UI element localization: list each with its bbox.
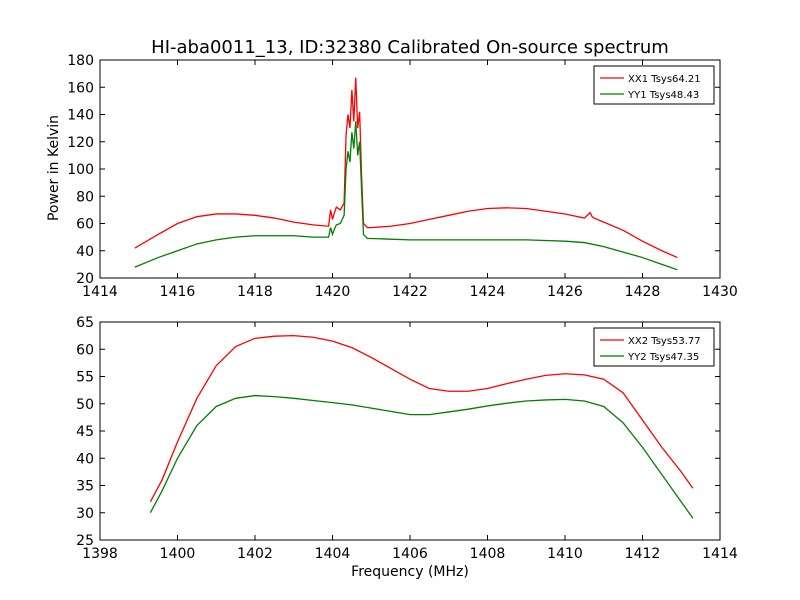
y-tick-label: 65 — [76, 315, 94, 331]
top-plot: 1414 1416 1418 1420 1422 1424 1426 1428 1430 20 40… — [67, 53, 738, 300]
y-tick-label: 140 — [67, 108, 94, 124]
y-tick-label: 50 — [76, 397, 94, 413]
x-tick-label: 1400 — [160, 546, 196, 562]
x-tick-label: 1426 — [547, 284, 583, 300]
y-tick-label: 180 — [67, 53, 94, 69]
series-line-2-2 — [149, 394, 694, 519]
y-tick-label: 160 — [67, 80, 94, 96]
figure-title: HI-aba0011_13, ID:32380 Calibrated On-so… — [151, 37, 669, 58]
y-tick-label: 60 — [76, 342, 94, 358]
legend-box — [593, 327, 715, 367]
x-tick-label: 1422 — [392, 284, 428, 300]
legend-box — [593, 65, 715, 105]
legend-label: YY2 Tsys47.35 — [627, 352, 699, 363]
x-tick-label: 1430 — [702, 284, 738, 300]
legend-label: XX1 Tsys64.21 — [628, 74, 701, 85]
x-tick-label: 1404 — [315, 546, 351, 562]
y-tick-label: 45 — [76, 424, 94, 440]
x-tick-label: 1420 — [315, 284, 351, 300]
y-tick-label: 40 — [76, 451, 94, 467]
x-tick-label: 1412 — [625, 546, 661, 562]
y-tick-label: 35 — [76, 479, 94, 495]
y-tick-label: 60 — [76, 217, 94, 233]
x-tick-label: 1402 — [237, 546, 273, 562]
x-tick-label: 1410 — [547, 546, 583, 562]
y-tick-label: 120 — [67, 135, 94, 151]
x-tick-label: 1424 — [470, 284, 506, 300]
y-tick-label: 55 — [76, 370, 94, 386]
y-axis-label: Power in Kelvin — [46, 115, 62, 221]
series-line-2-1 — [149, 334, 694, 503]
x-tick-label: 1406 — [392, 546, 428, 562]
series-line-1-2 — [134, 121, 678, 271]
y-tick-label: 100 — [67, 162, 94, 178]
x-tick-label: 1408 — [470, 546, 506, 562]
x-tick-label: 1428 — [625, 284, 661, 300]
y-tick-label: 40 — [76, 244, 94, 260]
x-tick-label: 1416 — [160, 284, 196, 300]
x-tick-label: 1398 — [82, 546, 118, 562]
bottom-plot: 1398 1400 1402 1404 1406 1408 1410 1412 1414 25 30… — [76, 315, 738, 562]
y-tick-label: 25 — [76, 533, 94, 549]
x-tick-label: 1418 — [237, 284, 273, 300]
series-line-1-1 — [134, 77, 678, 259]
x-axis-label: Frequency (MHz) — [351, 564, 469, 580]
y-tick-label: 30 — [76, 506, 94, 522]
y-tick-label: 20 — [76, 271, 94, 287]
x-tick-label: 1414 — [82, 284, 118, 300]
x-tick-label: 1414 — [702, 546, 738, 562]
y-tick-label: 80 — [76, 189, 94, 205]
legend-label: YY1 Tsys48.43 — [627, 90, 699, 101]
legend-label: XX2 Tsys53.77 — [628, 336, 701, 347]
